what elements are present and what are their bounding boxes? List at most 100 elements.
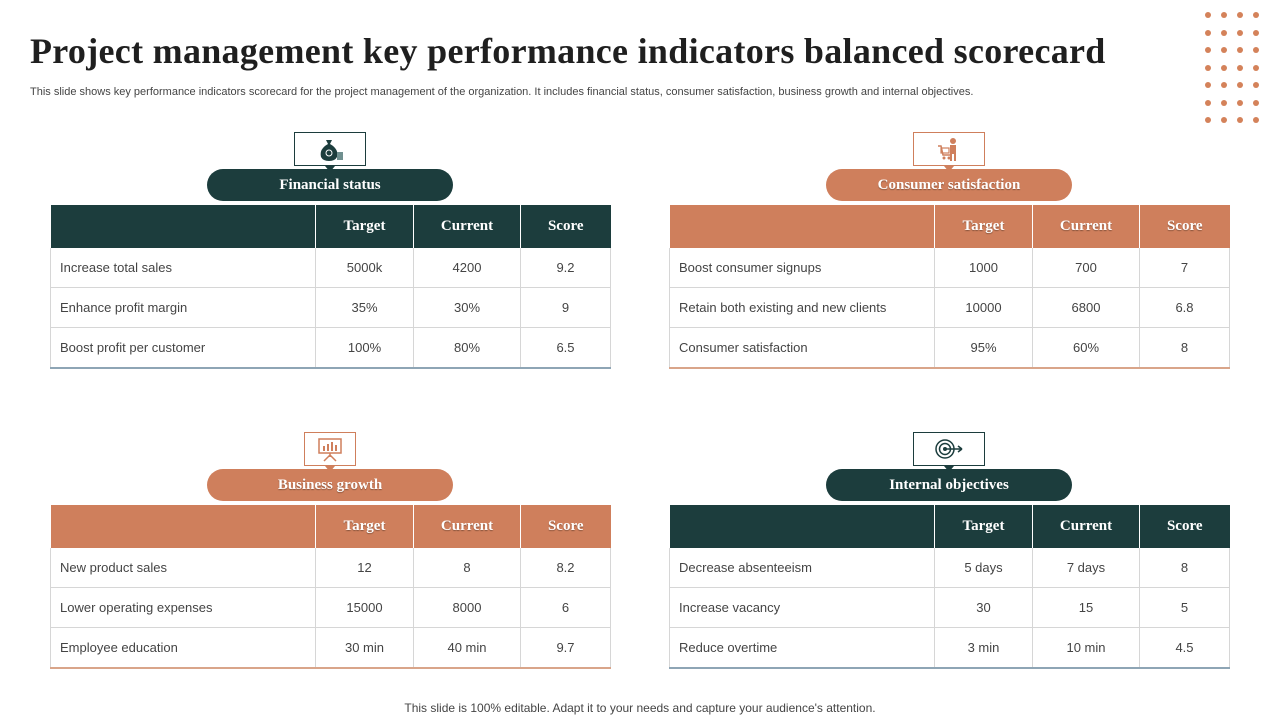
row-label: Lower operating expenses: [50, 587, 316, 628]
current-cell: 40 min: [413, 627, 521, 669]
decorative-dot: [1221, 99, 1227, 106]
presentation-board-icon: [304, 432, 356, 472]
decorative-dot: [1205, 82, 1211, 88]
score-cell: 9: [520, 287, 611, 328]
decorative-dot: [1237, 99, 1243, 106]
business-growth-panel: Business growth Target Current Score New…: [50, 432, 611, 682]
financial-status-panel: Financial status Target Current Score In…: [50, 132, 611, 382]
table-row: Decrease absenteeism 5 days 7 days 8: [669, 548, 1230, 588]
business-growth-table: Target Current Score New product sales 1…: [50, 505, 611, 669]
decorative-dot: [1237, 117, 1243, 123]
table-row: Boost consumer signups 1000 700 7: [669, 248, 1230, 288]
decorative-dot: [1253, 64, 1259, 71]
row-label: Increase vacancy: [669, 587, 935, 628]
table-header-row: Target Current Score: [669, 505, 1230, 548]
row-label: Increase total sales: [50, 248, 316, 288]
header-score: Score: [1139, 505, 1230, 548]
table-row: Increase vacancy 30 15 5: [669, 587, 1230, 628]
internal-objectives-title: Internal objectives: [826, 469, 1072, 501]
decorative-dot-grid: [1205, 8, 1275, 128]
money-bag-icon: [294, 132, 366, 172]
decorative-dot: [1205, 12, 1211, 18]
table-row: Consumer satisfaction 95% 60% 8: [669, 327, 1230, 369]
decorative-dot: [1253, 47, 1259, 53]
table-row: New product sales 12 8 8.2: [50, 548, 611, 588]
row-label: Boost profit per customer: [50, 327, 316, 369]
score-cell: 5: [1139, 587, 1230, 628]
consumer-satisfaction-panel: Consumer satisfaction Target Current Sco…: [669, 132, 1230, 382]
current-cell: 30%: [413, 287, 521, 328]
score-cell: 6: [520, 587, 611, 628]
current-cell: 6800: [1032, 287, 1140, 328]
decorative-dot: [1237, 47, 1243, 53]
target-cell: 12: [315, 548, 414, 588]
decorative-dot: [1253, 117, 1259, 123]
target-cell: 5 days: [934, 548, 1033, 588]
table-row: Lower operating expenses 15000 8000 6: [50, 587, 611, 628]
decorative-dot: [1253, 82, 1259, 88]
row-label: Decrease absenteeism: [669, 548, 935, 588]
current-cell: 8000: [413, 587, 521, 628]
page-title: Project management key performance indic…: [30, 31, 1106, 71]
target-cell: 95%: [934, 327, 1033, 369]
row-label: Enhance profit margin: [50, 287, 316, 328]
header-target: Target: [934, 205, 1033, 248]
table-row: Increase total sales 5000k 4200 9.2: [50, 248, 611, 288]
table-header-row: Target Current Score: [50, 505, 611, 548]
header-target: Target: [315, 205, 414, 248]
decorative-dot: [1205, 29, 1211, 36]
current-cell: 60%: [1032, 327, 1140, 369]
score-cell: 6.5: [520, 327, 611, 369]
score-cell: 4.5: [1139, 627, 1230, 669]
decorative-dot: [1221, 29, 1227, 36]
target-cell: 1000: [934, 248, 1033, 288]
header-current: Current: [413, 505, 521, 548]
decorative-dot: [1253, 12, 1259, 18]
current-cell: 80%: [413, 327, 521, 369]
decorative-dot: [1205, 47, 1211, 53]
score-cell: 8.2: [520, 548, 611, 588]
row-label: Boost consumer signups: [669, 248, 935, 288]
decorative-dot: [1237, 12, 1243, 18]
decorative-dot: [1237, 29, 1243, 36]
row-label: Employee education: [50, 627, 316, 669]
header-score: Score: [520, 205, 611, 248]
header-current: Current: [1032, 505, 1140, 548]
current-cell: 7 days: [1032, 548, 1140, 588]
target-cell: 5000k: [315, 248, 414, 288]
decorative-dot: [1221, 64, 1227, 71]
table-header-row: Target Current Score: [669, 205, 1230, 248]
target-cell: 15000: [315, 587, 414, 628]
current-cell: 8: [413, 548, 521, 588]
row-label: Reduce overtime: [669, 627, 935, 669]
internal-objectives-table: Target Current Score Decrease absenteeis…: [669, 505, 1230, 669]
header-empty: [50, 205, 316, 248]
decorative-dot: [1205, 64, 1211, 71]
header-target: Target: [934, 505, 1033, 548]
decorative-dot: [1221, 82, 1227, 88]
score-cell: 8: [1139, 327, 1230, 369]
header-score: Score: [520, 505, 611, 548]
header-score: Score: [1139, 205, 1230, 248]
score-cell: 9.2: [520, 248, 611, 288]
current-cell: 4200: [413, 248, 521, 288]
header-empty: [50, 505, 316, 548]
financial-status-table: Target Current Score Increase total sale…: [50, 205, 611, 369]
target-cell: 10000: [934, 287, 1033, 328]
current-cell: 10 min: [1032, 627, 1140, 669]
target-cell: 30: [934, 587, 1033, 628]
consumer-satisfaction-table: Target Current Score Boost consumer sign…: [669, 205, 1230, 369]
row-label: Consumer satisfaction: [669, 327, 935, 369]
score-cell: 8: [1139, 548, 1230, 588]
page-subtitle: This slide shows key performance indicat…: [30, 86, 974, 98]
target-cell: 30 min: [315, 627, 414, 669]
footer-note: This slide is 100% editable. Adapt it to…: [404, 701, 876, 715]
decorative-dot: [1253, 29, 1259, 36]
table-row: Boost profit per customer 100% 80% 6.5: [50, 327, 611, 369]
decorative-dot: [1205, 117, 1211, 123]
row-label: New product sales: [50, 548, 316, 588]
table-row: Retain both existing and new clients 100…: [669, 287, 1230, 328]
table-row: Reduce overtime 3 min 10 min 4.5: [669, 627, 1230, 669]
target-cell: 100%: [315, 327, 414, 369]
score-cell: 9.7: [520, 627, 611, 669]
